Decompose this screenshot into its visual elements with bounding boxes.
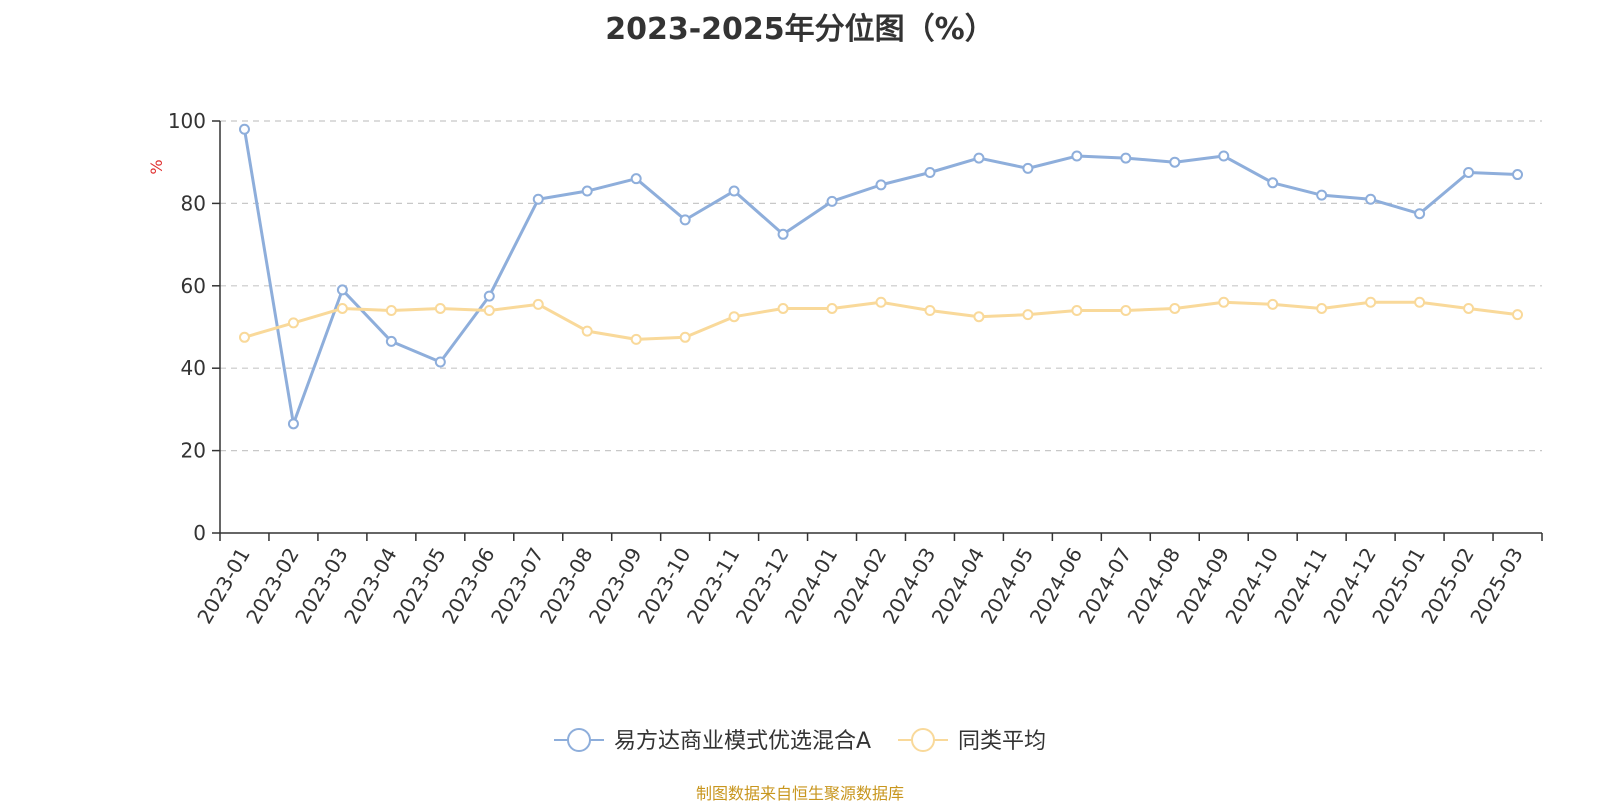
data-point[interactable] [1463,302,1475,314]
data-point[interactable] [1512,309,1524,321]
data-point[interactable] [679,214,691,226]
data-point[interactable] [973,152,985,164]
data-point[interactable] [777,228,789,240]
source-note: 制图数据来自恒生聚源数据库 [695,784,904,803]
data-point[interactable] [1512,169,1524,181]
data-point[interactable] [1169,302,1181,314]
data-point[interactable] [1071,305,1083,317]
data-point[interactable] [875,296,887,308]
data-point[interactable] [1414,208,1426,220]
series-2 [238,296,1524,345]
legend-label: 易方达商业模式优选混合A [614,729,871,754]
data-point[interactable] [1365,193,1377,205]
data-point[interactable] [777,302,789,314]
data-point[interactable] [336,302,348,314]
data-point[interactable] [1218,150,1230,162]
data-point[interactable] [532,193,544,205]
series-line [243,128,1518,426]
legend-swatch-marker [911,728,935,752]
data-point[interactable] [1365,296,1377,308]
legend-item[interactable]: 易方达商业模式优选混合A [554,728,871,754]
legend-label: 同类平均 [958,729,1046,754]
y-tick-label: 40 [181,356,206,380]
data-point[interactable] [728,311,740,323]
data-point[interactable] [385,305,397,317]
data-point[interactable] [630,173,642,185]
data-point[interactable] [924,167,936,178]
data-point[interactable] [1169,156,1181,168]
legend: 易方达商业模式优选混合A 同类平均 [554,728,1046,754]
y-tick-label: 100 [168,109,206,133]
data-point[interactable] [679,331,691,343]
data-point[interactable] [1267,298,1279,310]
legend-item[interactable]: 同类平均 [898,728,1046,754]
data-point[interactable] [1267,177,1279,189]
data-point[interactable] [1071,150,1083,162]
data-point[interactable] [287,317,299,329]
data-point[interactable] [1218,296,1230,308]
data-point[interactable] [483,305,495,317]
chart-title: 2023-2025年分位图（%） [605,12,995,47]
data-point[interactable] [434,302,446,314]
data-point[interactable] [1414,296,1426,308]
data-point[interactable] [826,302,838,314]
data-point[interactable] [238,123,250,135]
data-point[interactable] [1316,189,1328,201]
data-point[interactable] [630,333,642,345]
data-point[interactable] [385,335,397,347]
data-point[interactable] [1120,152,1132,164]
data-point[interactable] [287,418,299,430]
data-point[interactable] [973,311,985,323]
data-point[interactable] [238,331,250,343]
data-point[interactable] [336,284,348,296]
data-point[interactable] [1022,309,1034,321]
data-point[interactable] [581,325,593,337]
y-axis-label: % [147,159,166,174]
series-lines [238,123,1524,430]
data-point[interactable] [581,185,593,197]
data-point[interactable] [924,305,936,317]
data-point[interactable] [434,356,446,368]
series-1 [238,123,1524,430]
data-point[interactable] [1022,162,1034,174]
y-tick-label: 80 [181,191,206,215]
data-point[interactable] [1120,305,1132,317]
y-tick-label: 0 [193,521,206,545]
y-tick-label: 60 [181,274,206,298]
data-point[interactable] [1463,167,1475,178]
grid-lines [220,120,1542,452]
legend-swatch-marker [567,728,591,752]
data-point[interactable] [532,298,544,310]
data-point[interactable] [483,290,495,302]
data-point[interactable] [1316,302,1328,314]
data-point[interactable] [826,195,838,207]
data-point[interactable] [728,185,740,197]
y-tick-label: 20 [181,439,206,463]
data-point[interactable] [875,179,887,191]
